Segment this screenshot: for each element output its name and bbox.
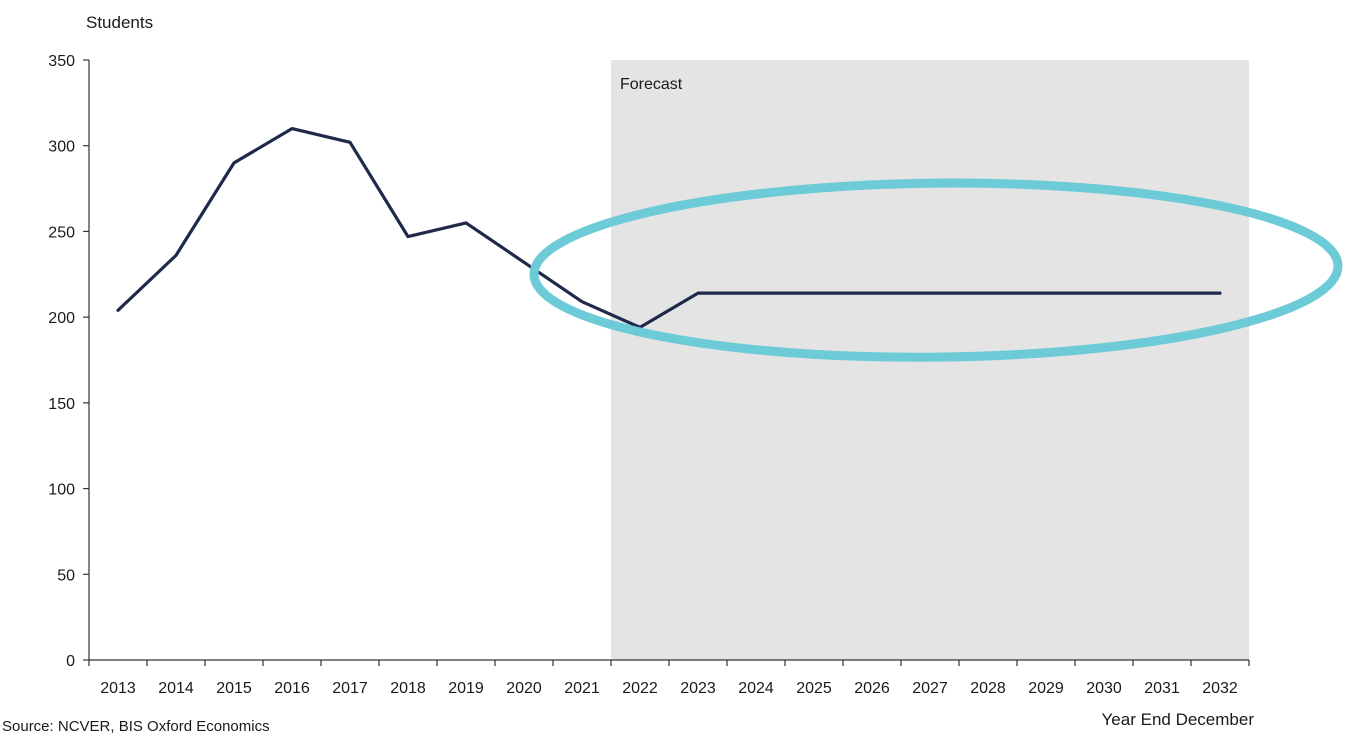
text-layer: Students Year End December Source: NCVER… bbox=[2, 13, 1254, 735]
x-axis-title: Year End December bbox=[1102, 710, 1255, 729]
series-layer bbox=[116, 127, 1222, 329]
x-tick-label: 2030 bbox=[1086, 680, 1122, 697]
x-tick-label: 2021 bbox=[564, 680, 600, 697]
x-tick-label: 2015 bbox=[216, 680, 252, 697]
annotation-layer bbox=[529, 178, 1343, 362]
y-tick-label: 0 bbox=[66, 653, 75, 670]
y-tick-label: 250 bbox=[48, 224, 75, 241]
x-tick-label: 2026 bbox=[854, 680, 890, 697]
axes-layer bbox=[83, 59, 1250, 666]
y-tick-label: 350 bbox=[48, 53, 75, 70]
x-tick-label: 2028 bbox=[970, 680, 1006, 697]
y-axis-title: Students bbox=[86, 13, 153, 32]
source-note: Source: NCVER, BIS Oxford Economics bbox=[2, 718, 270, 735]
series-line-0 bbox=[116, 127, 1222, 329]
x-tick-label: 2019 bbox=[448, 680, 484, 697]
y-tick-label: 300 bbox=[48, 139, 75, 156]
y-tick-label: 150 bbox=[48, 396, 75, 413]
y-tick-label: 200 bbox=[48, 310, 75, 327]
x-tick-label: 2031 bbox=[1144, 680, 1180, 697]
y-tick-label: 50 bbox=[57, 567, 75, 584]
x-tick-label: 2027 bbox=[912, 680, 948, 697]
x-tick-label: 2023 bbox=[680, 680, 716, 697]
x-tick-label: 2014 bbox=[158, 680, 194, 697]
x-tick-label: 2024 bbox=[738, 680, 774, 697]
x-tick-label: 2016 bbox=[274, 680, 310, 697]
x-tick-label: 2022 bbox=[622, 680, 658, 697]
x-tick-label: 2013 bbox=[100, 680, 136, 697]
x-tick-label: 2017 bbox=[332, 680, 368, 697]
y-tick-label: 100 bbox=[48, 482, 75, 499]
x-tick-label: 2020 bbox=[506, 680, 542, 697]
x-tick-label: 2032 bbox=[1202, 680, 1238, 697]
highlight-ellipse bbox=[529, 178, 1343, 362]
x-tick-label: 2029 bbox=[1028, 680, 1064, 697]
x-tick-label: 2018 bbox=[390, 680, 426, 697]
forecast-label: Forecast bbox=[620, 76, 683, 93]
x-tick-label: 2025 bbox=[796, 680, 832, 697]
